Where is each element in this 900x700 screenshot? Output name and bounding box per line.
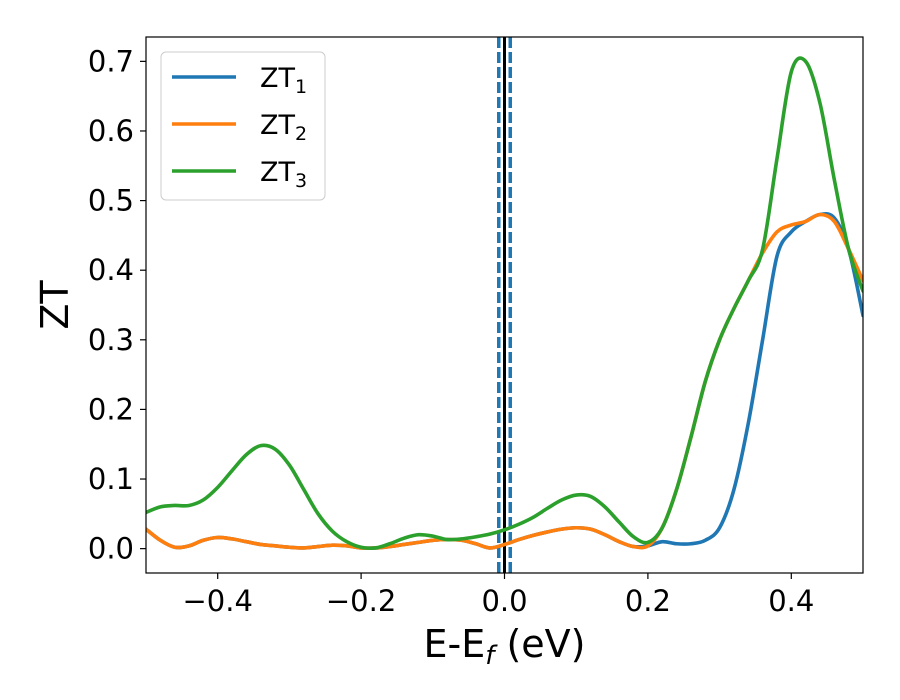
legend-label-zt3: ZT3 bbox=[260, 157, 307, 192]
x-tick-label: 0.0 bbox=[481, 584, 527, 618]
legend: ZT1 ZT2 ZT3 bbox=[160, 51, 326, 201]
x-axis-label: E-Ef (eV) bbox=[424, 622, 586, 671]
y-tick-label: 0.0 bbox=[88, 532, 134, 566]
y-tick-label: 0.2 bbox=[88, 392, 134, 426]
fermi-level-lines bbox=[497, 37, 512, 573]
series-line-zt3 bbox=[146, 56, 863, 551]
x-tick-label: 0.4 bbox=[768, 584, 814, 618]
y-tick-label: 0.3 bbox=[88, 323, 134, 357]
y-tick-label: 0.4 bbox=[88, 253, 134, 287]
legend-label-zt1: ZT1 bbox=[260, 63, 307, 98]
y-axis-ticks: 0.0 0.1 0.2 0.3 0.4 0.5 0.6 0.7 bbox=[88, 44, 146, 566]
x-tick-label: 0.2 bbox=[625, 584, 671, 618]
legend-label-zt2: ZT2 bbox=[260, 110, 307, 145]
x-tick-label: −0.4 bbox=[182, 584, 252, 618]
x-tick-label: −0.2 bbox=[326, 584, 396, 618]
y-tick-label: 0.5 bbox=[88, 184, 134, 218]
legend-box bbox=[160, 51, 326, 201]
series-lines bbox=[146, 56, 863, 551]
y-tick-label: 0.1 bbox=[88, 462, 134, 496]
y-tick-label: 0.6 bbox=[88, 114, 134, 148]
y-axis-label: ZT bbox=[33, 280, 77, 330]
x-axis-ticks: −0.4 −0.2 0.0 0.2 0.4 bbox=[182, 573, 814, 618]
y-tick-label: 0.7 bbox=[88, 44, 134, 78]
